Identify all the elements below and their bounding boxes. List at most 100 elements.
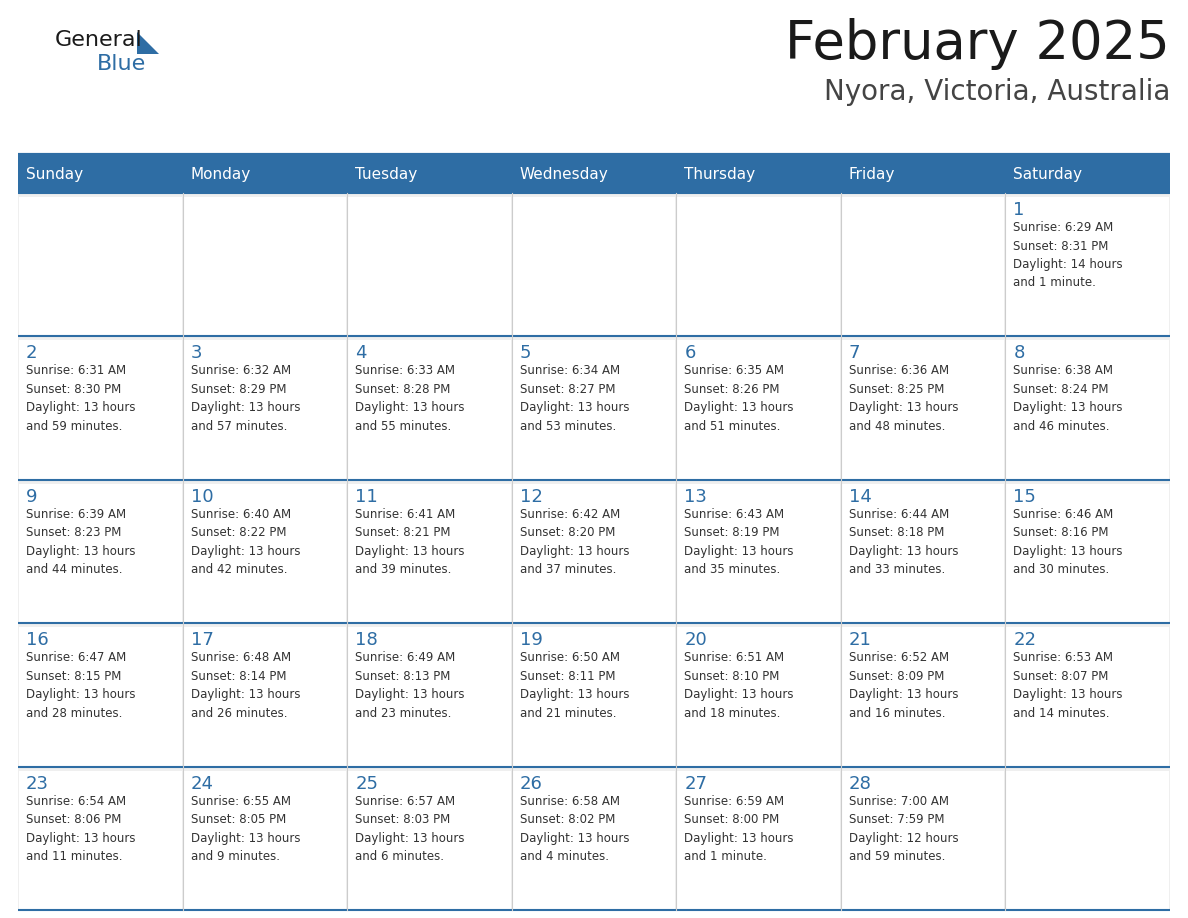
- Bar: [18, 155, 1170, 193]
- Bar: [512, 623, 676, 767]
- Bar: [347, 193, 512, 336]
- Bar: [677, 627, 840, 766]
- Bar: [676, 623, 841, 767]
- Text: 27: 27: [684, 775, 707, 792]
- Bar: [841, 480, 1005, 623]
- Text: Sunrise: 6:58 AM
Sunset: 8:02 PM
Daylight: 13 hours
and 4 minutes.: Sunrise: 6:58 AM Sunset: 8:02 PM Dayligh…: [519, 795, 630, 863]
- Bar: [841, 336, 1005, 480]
- Text: General: General: [55, 30, 143, 50]
- Text: Monday: Monday: [190, 166, 251, 182]
- Text: Sunrise: 6:53 AM
Sunset: 8:07 PM
Daylight: 13 hours
and 14 minutes.: Sunrise: 6:53 AM Sunset: 8:07 PM Dayligh…: [1013, 651, 1123, 720]
- Bar: [183, 193, 347, 336]
- Bar: [677, 770, 840, 909]
- Text: 23: 23: [26, 775, 49, 792]
- Text: Sunrise: 6:29 AM
Sunset: 8:31 PM
Daylight: 14 hours
and 1 minute.: Sunrise: 6:29 AM Sunset: 8:31 PM Dayligh…: [1013, 221, 1123, 289]
- Text: Sunrise: 6:50 AM
Sunset: 8:11 PM
Daylight: 13 hours
and 21 minutes.: Sunrise: 6:50 AM Sunset: 8:11 PM Dayligh…: [519, 651, 630, 720]
- Bar: [513, 770, 675, 909]
- Text: 14: 14: [849, 487, 872, 506]
- Text: Sunrise: 6:57 AM
Sunset: 8:03 PM
Daylight: 13 hours
and 6 minutes.: Sunrise: 6:57 AM Sunset: 8:03 PM Dayligh…: [355, 795, 465, 863]
- Text: 5: 5: [519, 344, 531, 363]
- Bar: [677, 197, 840, 335]
- Text: 24: 24: [190, 775, 214, 792]
- Bar: [19, 627, 182, 766]
- Text: 12: 12: [519, 487, 543, 506]
- Bar: [842, 197, 1004, 335]
- Text: 25: 25: [355, 775, 378, 792]
- Bar: [676, 767, 841, 910]
- Bar: [347, 336, 512, 480]
- Text: 6: 6: [684, 344, 696, 363]
- Bar: [347, 767, 512, 910]
- Text: Sunrise: 6:35 AM
Sunset: 8:26 PM
Daylight: 13 hours
and 51 minutes.: Sunrise: 6:35 AM Sunset: 8:26 PM Dayligh…: [684, 364, 794, 433]
- Bar: [842, 627, 1004, 766]
- Text: 11: 11: [355, 487, 378, 506]
- Bar: [841, 623, 1005, 767]
- Text: 10: 10: [190, 487, 213, 506]
- Text: Sunrise: 6:32 AM
Sunset: 8:29 PM
Daylight: 13 hours
and 57 minutes.: Sunrise: 6:32 AM Sunset: 8:29 PM Dayligh…: [190, 364, 301, 433]
- Text: Sunrise: 6:47 AM
Sunset: 8:15 PM
Daylight: 13 hours
and 28 minutes.: Sunrise: 6:47 AM Sunset: 8:15 PM Dayligh…: [26, 651, 135, 720]
- Bar: [513, 627, 675, 766]
- Bar: [183, 623, 347, 767]
- Bar: [348, 197, 511, 335]
- Text: Sunrise: 6:36 AM
Sunset: 8:25 PM
Daylight: 13 hours
and 48 minutes.: Sunrise: 6:36 AM Sunset: 8:25 PM Dayligh…: [849, 364, 959, 433]
- Bar: [184, 484, 346, 622]
- Bar: [512, 336, 676, 480]
- Bar: [513, 341, 675, 479]
- Bar: [1006, 770, 1169, 909]
- Bar: [347, 480, 512, 623]
- Text: Nyora, Victoria, Australia: Nyora, Victoria, Australia: [823, 78, 1170, 106]
- Bar: [512, 193, 676, 336]
- Text: Thursday: Thursday: [684, 166, 756, 182]
- Polygon shape: [137, 32, 159, 54]
- Bar: [842, 770, 1004, 909]
- Text: Sunrise: 6:46 AM
Sunset: 8:16 PM
Daylight: 13 hours
and 30 minutes.: Sunrise: 6:46 AM Sunset: 8:16 PM Dayligh…: [1013, 508, 1123, 577]
- Bar: [184, 770, 346, 909]
- Bar: [1006, 484, 1169, 622]
- Bar: [348, 341, 511, 479]
- Text: Sunrise: 7:00 AM
Sunset: 7:59 PM
Daylight: 12 hours
and 59 minutes.: Sunrise: 7:00 AM Sunset: 7:59 PM Dayligh…: [849, 795, 959, 863]
- Bar: [348, 484, 511, 622]
- Bar: [1006, 341, 1169, 479]
- Bar: [18, 193, 183, 336]
- Bar: [677, 484, 840, 622]
- Text: 16: 16: [26, 632, 49, 649]
- Text: 2: 2: [26, 344, 38, 363]
- Bar: [1006, 197, 1169, 335]
- Text: 22: 22: [1013, 632, 1036, 649]
- Text: 15: 15: [1013, 487, 1036, 506]
- Text: 7: 7: [849, 344, 860, 363]
- Text: 21: 21: [849, 632, 872, 649]
- Bar: [184, 627, 346, 766]
- Text: Friday: Friday: [849, 166, 896, 182]
- Bar: [1006, 627, 1169, 766]
- Text: Sunrise: 6:49 AM
Sunset: 8:13 PM
Daylight: 13 hours
and 23 minutes.: Sunrise: 6:49 AM Sunset: 8:13 PM Dayligh…: [355, 651, 465, 720]
- Bar: [841, 193, 1005, 336]
- Bar: [18, 336, 183, 480]
- Bar: [512, 767, 676, 910]
- Text: Wednesday: Wednesday: [519, 166, 608, 182]
- Text: 20: 20: [684, 632, 707, 649]
- Bar: [1005, 623, 1170, 767]
- Bar: [19, 484, 182, 622]
- Text: Sunrise: 6:48 AM
Sunset: 8:14 PM
Daylight: 13 hours
and 26 minutes.: Sunrise: 6:48 AM Sunset: 8:14 PM Dayligh…: [190, 651, 301, 720]
- Text: 26: 26: [519, 775, 543, 792]
- Bar: [184, 197, 346, 335]
- Bar: [19, 197, 182, 335]
- Bar: [18, 623, 183, 767]
- Text: 28: 28: [849, 775, 872, 792]
- Bar: [512, 480, 676, 623]
- Text: Sunrise: 6:51 AM
Sunset: 8:10 PM
Daylight: 13 hours
and 18 minutes.: Sunrise: 6:51 AM Sunset: 8:10 PM Dayligh…: [684, 651, 794, 720]
- Text: Sunrise: 6:42 AM
Sunset: 8:20 PM
Daylight: 13 hours
and 37 minutes.: Sunrise: 6:42 AM Sunset: 8:20 PM Dayligh…: [519, 508, 630, 577]
- Text: Sunrise: 6:40 AM
Sunset: 8:22 PM
Daylight: 13 hours
and 42 minutes.: Sunrise: 6:40 AM Sunset: 8:22 PM Dayligh…: [190, 508, 301, 577]
- Bar: [183, 336, 347, 480]
- Bar: [676, 480, 841, 623]
- Bar: [183, 767, 347, 910]
- Bar: [184, 341, 346, 479]
- Text: Sunrise: 6:59 AM
Sunset: 8:00 PM
Daylight: 13 hours
and 1 minute.: Sunrise: 6:59 AM Sunset: 8:00 PM Dayligh…: [684, 795, 794, 863]
- Bar: [842, 341, 1004, 479]
- Text: 18: 18: [355, 632, 378, 649]
- Text: Sunrise: 6:54 AM
Sunset: 8:06 PM
Daylight: 13 hours
and 11 minutes.: Sunrise: 6:54 AM Sunset: 8:06 PM Dayligh…: [26, 795, 135, 863]
- Text: Sunrise: 6:44 AM
Sunset: 8:18 PM
Daylight: 13 hours
and 33 minutes.: Sunrise: 6:44 AM Sunset: 8:18 PM Dayligh…: [849, 508, 959, 577]
- Text: Sunrise: 6:39 AM
Sunset: 8:23 PM
Daylight: 13 hours
and 44 minutes.: Sunrise: 6:39 AM Sunset: 8:23 PM Dayligh…: [26, 508, 135, 577]
- Text: February 2025: February 2025: [785, 18, 1170, 70]
